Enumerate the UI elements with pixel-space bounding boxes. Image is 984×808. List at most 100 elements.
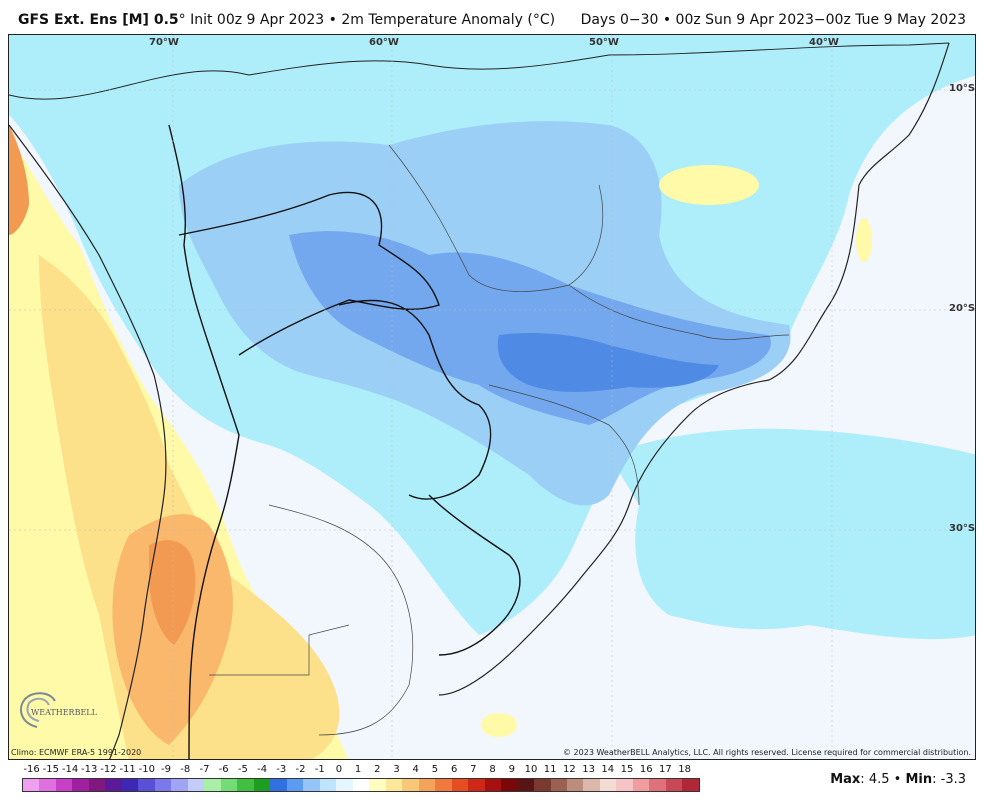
colorbar-tick-label: 5 — [431, 764, 439, 775]
colorbar-segment — [418, 779, 436, 791]
colorbar-segment — [88, 779, 106, 791]
climo-note: Climo: ECMWF ERA-5 1991-2020 — [11, 748, 142, 757]
colorbar-segment — [665, 779, 683, 791]
coastal-warm-patch — [856, 218, 872, 262]
colorbar-tick-label: -7 — [199, 764, 210, 775]
colorbar-tick-label: -14 — [61, 764, 79, 775]
lon-label-70w: 70°W — [149, 37, 179, 48]
colorbar-segment — [484, 779, 502, 791]
colorbar-segment — [534, 779, 551, 791]
colorbar-segment — [138, 779, 155, 791]
colorbar-segment — [39, 779, 56, 791]
colorbar-segment — [632, 779, 650, 791]
colorbar-segment — [319, 779, 337, 791]
lat-label-10s: 10°S — [949, 83, 976, 94]
colorbar-tick-label: -8 — [180, 764, 191, 775]
colorbar-segment — [501, 779, 518, 791]
colorbar-tick-label: 8 — [489, 764, 496, 775]
min-label: Min — [905, 772, 933, 787]
lon-label-50w: 50°W — [589, 37, 619, 48]
warm-anomaly-deep — [149, 540, 196, 645]
colorbar-segment — [220, 779, 238, 791]
colorbar-segment — [468, 779, 485, 791]
colorbar-segment — [121, 779, 139, 791]
colorbar-segment — [55, 779, 73, 791]
colorbar-segment — [23, 779, 40, 791]
colorbar-segment — [72, 779, 89, 791]
northeast-warm-patch — [659, 165, 759, 205]
colorbar — [22, 778, 700, 792]
atlantic-cool-anomaly — [609, 428, 975, 640]
variable-name: 2m Temperature Anomaly (°C) — [341, 12, 556, 28]
colorbar-segment — [237, 779, 254, 791]
colorbar-segment — [385, 779, 403, 791]
colorbar-tick-label: 0 — [335, 764, 343, 775]
state-border-3 — [488, 384, 640, 506]
colorbar-tick-label: -10 — [138, 764, 156, 775]
colorbar-tick-label: -3 — [276, 764, 287, 775]
colorbar-tick-label: -16 — [23, 764, 40, 775]
title-bullet: • — [328, 12, 337, 28]
chart-title: GFS Ext. Ens [M] 0.5° Init 00z 9 Apr 202… — [18, 12, 555, 28]
stats-separator: • — [893, 772, 902, 787]
colorbar-segment — [369, 779, 386, 791]
colorbar-segment — [435, 779, 452, 791]
model-name: GFS Ext. Ens [M] 0.5 — [18, 12, 179, 28]
colorbar-tick-label: 9 — [508, 764, 515, 775]
colorbar-tick-label: -13 — [81, 764, 98, 775]
colorbar-segment — [336, 779, 353, 791]
bolivia-border — [178, 191, 440, 356]
colorbar-segment — [286, 779, 304, 791]
colorbar-tick-label: 1 — [354, 764, 362, 775]
map-panel: 70°W 60°W 50°W 40°W 10°S 20°S 30°S WEATH… — [8, 34, 976, 760]
colorbar-tick-label: -12 — [100, 764, 117, 775]
max-min-stats: Max: 4.5 • Min: -3.3 — [830, 772, 966, 787]
colorbar-segment — [649, 779, 666, 791]
init-time: Init 00z 9 Apr 2023 — [190, 12, 325, 28]
degree-symbol: ° — [178, 12, 186, 28]
colorbar-tick-label: -1 — [314, 764, 325, 775]
colorbar-tick-label: 16 — [639, 764, 653, 775]
colorbar-segment — [253, 779, 271, 791]
lon-label-60w: 60°W — [369, 37, 399, 48]
pacific-coastline — [9, 124, 167, 759]
colorbar-segment — [599, 779, 617, 791]
colorbar-segment — [204, 779, 221, 791]
weatherbell-logo: WEATHERBELL — [15, 687, 111, 733]
state-border-2 — [568, 284, 790, 340]
colorbar-tick-label: -9 — [161, 764, 172, 775]
max-label: Max — [830, 772, 861, 787]
logo-text: WEATHERBELL — [31, 708, 98, 717]
atlantic-coastline — [438, 42, 950, 696]
colorbar-segment — [270, 779, 287, 791]
colorbar-tick-label: 10 — [524, 764, 538, 775]
andes-border — [168, 124, 240, 759]
colorbar-segment — [517, 779, 535, 791]
province-border-1 — [268, 504, 414, 736]
lon-label-40w: 40°W — [809, 37, 839, 48]
colorbar-segment — [550, 779, 567, 791]
colorbar-tick-label: 12 — [563, 764, 576, 775]
colorbar-segment — [616, 779, 633, 791]
colorbar-tick-label: -11 — [119, 764, 136, 775]
colorbar-tick-label: 4 — [412, 764, 419, 775]
colorbar-segment — [154, 779, 172, 791]
uruguay-border — [428, 494, 521, 656]
colorbar-tick-label: 6 — [450, 764, 458, 775]
colorbar-tick-label: 2 — [374, 764, 381, 775]
colorbar-tick-label: -2 — [295, 764, 306, 775]
paraguay-border — [338, 299, 492, 500]
colorbar-tick-label: 11 — [543, 764, 557, 775]
colorbar-tick-label: 17 — [659, 764, 672, 775]
cool-anomaly-deep — [497, 333, 719, 392]
colorbar-segment — [105, 779, 122, 791]
peru-coast-warm — [9, 125, 29, 235]
colorbar-tick-label: 18 — [678, 764, 691, 775]
valid-period: Days 0−30 • 00z Sun 9 Apr 2023−00z Tue 9… — [580, 12, 966, 28]
province-border-2 — [209, 624, 350, 676]
colorbar-segment — [566, 779, 584, 791]
colorbar-tick-label: 7 — [470, 764, 477, 775]
lat-label-20s: 20°S — [949, 303, 976, 314]
colorbar-segment — [303, 779, 320, 791]
max-value: 4.5 — [868, 772, 890, 787]
